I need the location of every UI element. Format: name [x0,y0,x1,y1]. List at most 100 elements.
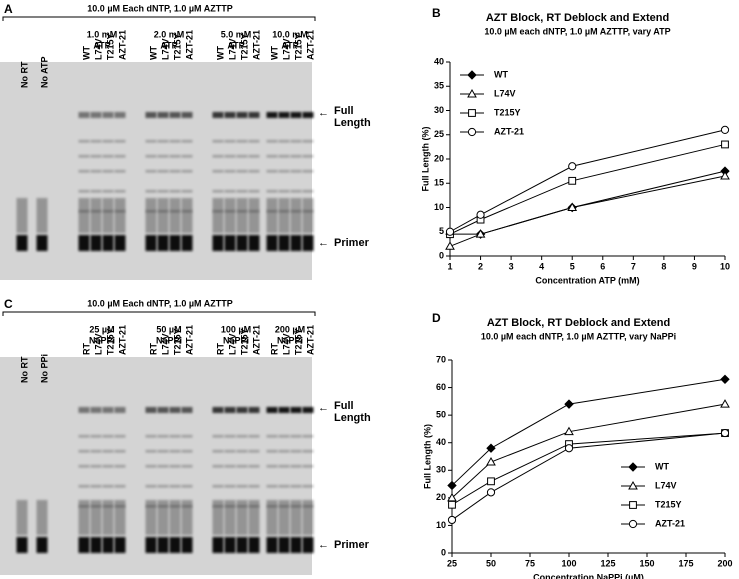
lane-label: T215Y [105,328,115,355]
band [248,407,260,413]
gel-header: 10.0 µM Each dNTP, 1.0 µM AZTTP [87,3,232,13]
band [157,485,169,488]
band [102,190,114,193]
group-label: 200 µM [275,324,305,334]
band [102,450,114,453]
y-tick-label: 10 [434,202,444,212]
band [278,407,290,413]
series-line [449,175,726,247]
y-tick-label: 10 [436,520,446,530]
lane-label: T215Y [105,33,115,60]
group-label: 100 µM [221,324,251,334]
band [90,485,102,488]
y-axis-label: Full Length (%) [420,127,430,192]
band [90,235,102,251]
band [248,235,260,251]
smear [102,500,114,535]
band [266,435,278,438]
band [290,465,302,468]
marker [564,426,574,436]
lane-label: L74V [281,38,291,60]
panel-letter: D [432,311,441,325]
band [248,537,260,553]
band [236,485,248,488]
full-length-label: Full [334,400,354,412]
band [78,450,90,453]
band [145,140,157,143]
band [181,537,193,553]
band [114,505,126,508]
marker [568,176,577,185]
group-label: 1.0 mM [87,29,118,39]
band [78,170,90,173]
x-tick-label: 25 [447,558,457,568]
lane-label: No RT [19,61,29,88]
band [114,537,126,553]
band [114,465,126,468]
group-label: NaPPi [156,335,182,345]
band [236,435,248,438]
smear [36,500,48,535]
lane-label: AZT-21 [251,325,261,355]
band [145,155,157,158]
band [102,465,114,468]
band [302,155,314,158]
band [290,537,302,553]
band [169,435,181,438]
series-line [449,129,726,233]
group-label: 2.0 mM [154,29,185,39]
marker [445,227,455,236]
band [36,537,48,553]
lane-label: L74V [227,333,237,355]
band [302,465,314,468]
full-length-label: Full [334,105,354,117]
chart-subtitle: 10.0 µM each dNTP, 1.0 µM AZTTP, vary AT… [484,26,670,36]
arrow: ← [318,539,329,551]
lane-label: No RT [19,356,29,383]
band [102,435,114,438]
band [212,170,224,173]
legend-label: WT [494,69,508,79]
smear [114,198,126,233]
band [181,155,193,158]
smear [169,198,181,233]
series-line [451,432,726,506]
band [236,190,248,193]
group-label: 50 µM [156,324,181,334]
group-label: 10.0 mM [272,29,308,39]
band [90,155,102,158]
band [224,190,236,193]
band [302,485,314,488]
band [302,435,314,438]
band [78,235,90,251]
band [236,155,248,158]
lane-label: L74V [160,38,170,60]
group-label: NaPPi [277,335,303,345]
lane-label: L74V [227,38,237,60]
band [78,140,90,143]
smear [78,198,90,233]
y-tick-label: 0 [441,547,446,557]
x-tick-label: 175 [678,558,693,568]
band [302,505,314,508]
band [157,450,169,453]
band [157,190,169,193]
band [169,450,181,453]
band [90,112,102,118]
lane-label: RT [148,343,158,355]
y-tick-label: 25 [434,129,444,139]
band [266,190,278,193]
band [145,210,157,213]
band [114,407,126,413]
band [78,465,90,468]
band [181,407,193,413]
band [181,140,193,143]
smear [90,198,102,233]
band [90,407,102,413]
band [181,435,193,438]
group-label: ATP [93,40,110,50]
band [212,235,224,251]
band [236,450,248,453]
marker [467,127,477,137]
